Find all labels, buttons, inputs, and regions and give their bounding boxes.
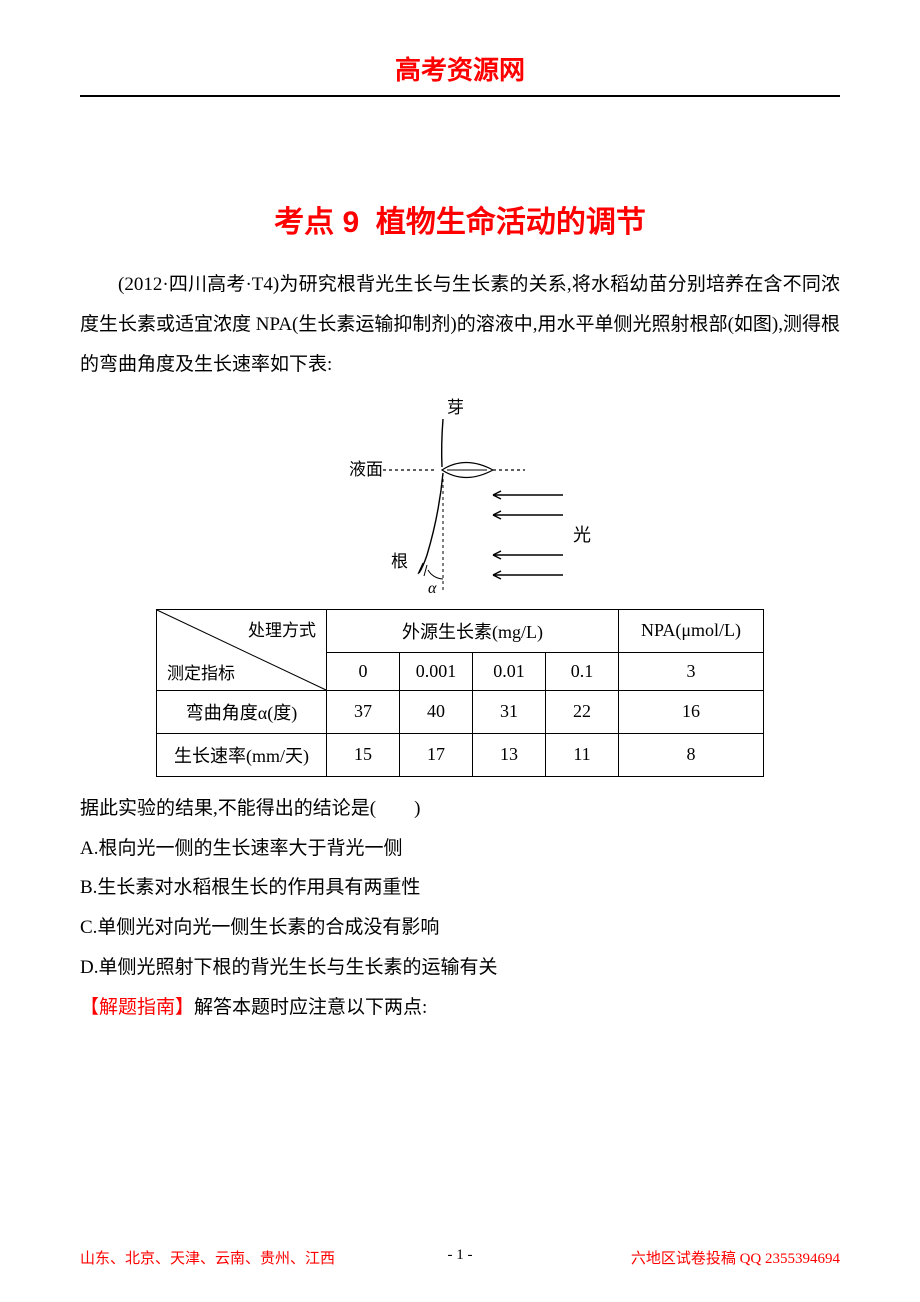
angle-arc xyxy=(428,570,443,579)
row0-label: 弯曲角度α(度) xyxy=(157,690,327,733)
npa-conc: 3 xyxy=(619,652,764,690)
question-stem: (2012·四川高考·T4)为研究根背光生长与生长素的关系,将水稻幼苗分别培养在… xyxy=(80,265,840,385)
angle-label: α xyxy=(428,580,437,595)
table-header-row-1: 处理方式 测定指标 外源生长素(mg/L) NPA(μmol/L) xyxy=(157,609,764,652)
bud-label: 芽 xyxy=(447,398,464,417)
row1-v1: 17 xyxy=(400,733,473,776)
root-label: 根 xyxy=(391,552,408,571)
question-source: (2012·四川高考·T4) xyxy=(118,274,279,295)
conc-col-0: 0 xyxy=(327,652,400,690)
shoot-line xyxy=(442,419,443,467)
row1-v3: 11 xyxy=(546,733,619,776)
liquid-label: 液面 xyxy=(349,460,383,479)
site-header-title: 高考资源网 xyxy=(80,50,840,87)
group1-header: 外源生长素(mg/L) xyxy=(327,609,619,652)
root-tip-marks xyxy=(418,563,427,576)
table-row: 弯曲角度α(度) 37 40 31 22 16 xyxy=(157,690,764,733)
row0-v1: 40 xyxy=(400,690,473,733)
footer-left: 山东、北京、天津、云南、贵州、江西 xyxy=(80,1247,335,1268)
footer-page-number: - 1 - xyxy=(448,1247,473,1264)
table-diagonal-cell: 处理方式 测定指标 xyxy=(157,609,327,690)
post-table-text: 据此实验的结果,不能得出的结论是( ) xyxy=(80,789,840,829)
header-rule xyxy=(80,95,840,97)
hint-text: 解答本题时应注意以下两点: xyxy=(194,997,427,1018)
main-title: 考点 9 植物生命活动的调节 xyxy=(80,197,840,241)
group2-header: NPA(μmol/L) xyxy=(619,609,764,652)
page-container: 高考资源网 考点 9 植物生命活动的调节 (2012·四川高考·T4)为研究根背… xyxy=(0,0,920,1068)
row1-v0: 15 xyxy=(327,733,400,776)
row0-npa: 16 xyxy=(619,690,764,733)
page-footer: 山东、北京、天津、云南、贵州、江西 - 1 - 六地区试卷投稿 QQ 23553… xyxy=(80,1247,840,1268)
hint-line: 【解题指南】解答本题时应注意以下两点: xyxy=(80,988,840,1028)
conc-col-1: 0.001 xyxy=(400,652,473,690)
table-row: 生长速率(mm/天) 15 17 13 11 8 xyxy=(157,733,764,776)
row0-v2: 31 xyxy=(473,690,546,733)
light-arrows xyxy=(493,491,563,579)
diag-bottom-label: 测定指标 xyxy=(167,659,235,684)
option-c: C.单侧光对向光一侧生长素的合成没有影响 xyxy=(80,908,840,948)
data-table: 处理方式 测定指标 外源生长素(mg/L) NPA(μmol/L) 0 0.00… xyxy=(156,609,764,777)
row1-v2: 13 xyxy=(473,733,546,776)
option-b: B.生长素对水稻根生长的作用具有两重性 xyxy=(80,868,840,908)
title-main: 植物生命活动的调节 xyxy=(376,206,646,239)
light-label: 光 xyxy=(573,525,591,545)
root-curve xyxy=(419,473,443,573)
option-d: D.单侧光照射下根的背光生长与生长素的运输有关 xyxy=(80,948,840,988)
row0-v0: 37 xyxy=(327,690,400,733)
row1-npa: 8 xyxy=(619,733,764,776)
hint-label: 【解题指南】 xyxy=(80,997,194,1018)
title-prefix: 考点 9 xyxy=(274,206,359,239)
option-a: A.根向光一侧的生长速率大于背光一侧 xyxy=(80,829,840,869)
footer-right: 六地区试卷投稿 QQ 2355394694 xyxy=(631,1247,840,1268)
conc-col-3: 0.1 xyxy=(546,652,619,690)
conc-col-2: 0.01 xyxy=(473,652,546,690)
row0-v3: 22 xyxy=(546,690,619,733)
seedling-diagram: 芽 液面 根 α xyxy=(80,395,840,595)
row1-label: 生长速率(mm/天) xyxy=(157,733,327,776)
diag-top-label: 处理方式 xyxy=(248,616,316,641)
